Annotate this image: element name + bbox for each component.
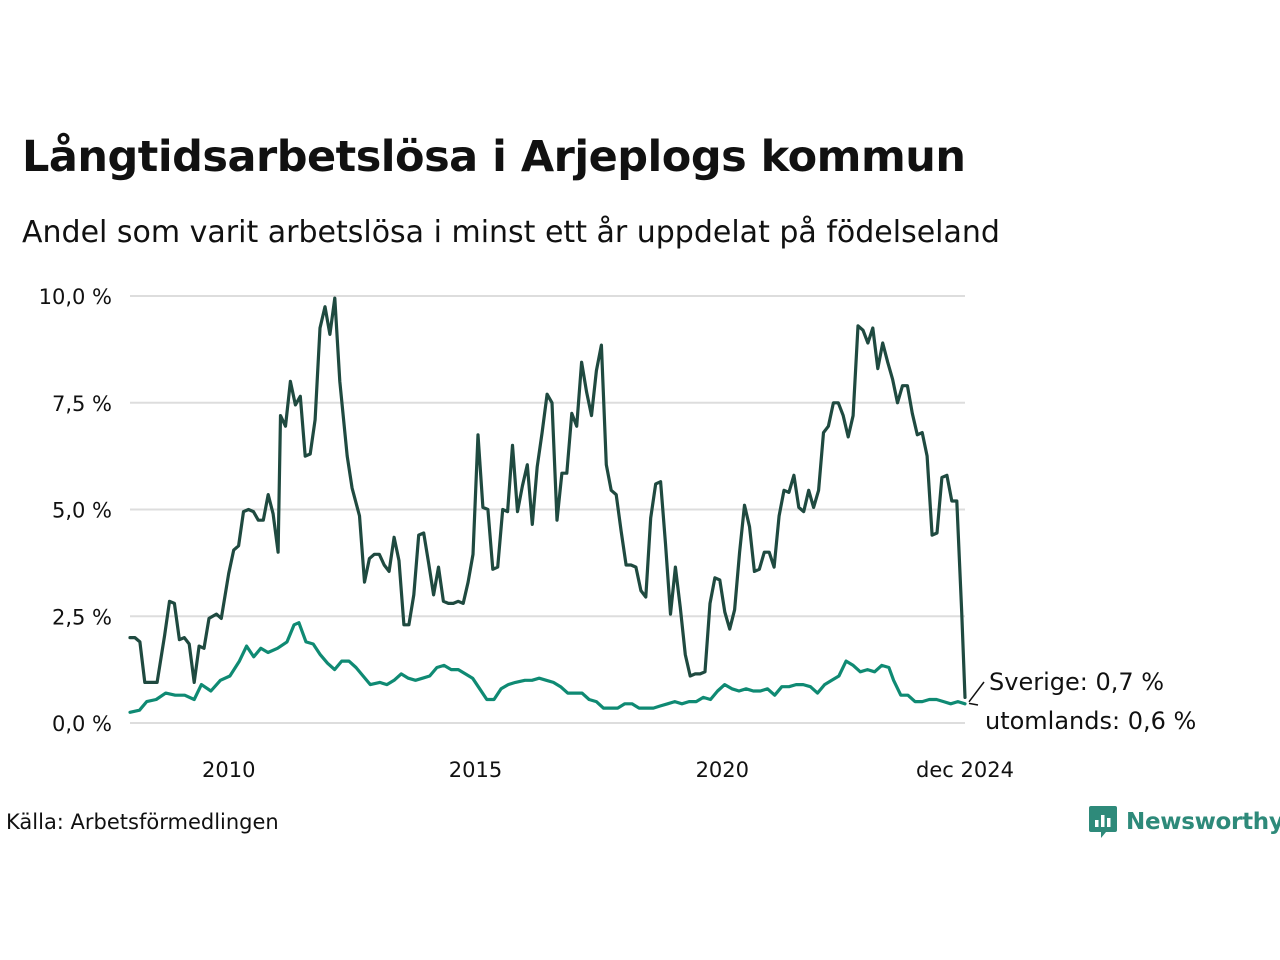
y-tick-label: 2,5 % — [52, 605, 112, 629]
series-line-utomlands — [128, 296, 967, 700]
y-tick-label: 7,5 % — [52, 392, 112, 416]
x-tick-label: 2010 — [202, 758, 255, 782]
chart-title: Långtidsarbetslösa i Arjeplogs kommun — [22, 132, 966, 182]
newsworthy-icon — [1089, 806, 1117, 838]
x-tick-label: 2020 — [696, 758, 749, 782]
y-tick-label: 5,0 % — [52, 499, 112, 523]
leader-line-sverige — [968, 681, 985, 703]
brand-logo: Newsworthy — [1088, 804, 1280, 840]
x-tick-label: 2015 — [449, 758, 502, 782]
source-note: Källa: Arbetsförmedlingen — [6, 810, 279, 834]
chart-subtitle: Andel som varit arbetslösa i minst ett å… — [22, 215, 1000, 250]
end-label-utomlands: utomlands: 0,6 % — [985, 707, 1196, 735]
leader-line-utomlands — [968, 702, 979, 706]
end-labels: Sverige: 0,7 % utomlands: 0,6 % — [968, 668, 1196, 735]
y-tick-label: 0,0 % — [52, 712, 112, 736]
end-label-sverige: Sverige: 0,7 % — [989, 668, 1164, 696]
x-axis: 2010 2015 2020 dec 2024 — [202, 758, 1014, 782]
gridlines — [130, 295, 965, 724]
y-tick-label: 10,0 % — [39, 285, 112, 309]
brand-name: Newsworthy — [1126, 809, 1280, 835]
x-tick-label: dec 2024 — [916, 758, 1014, 782]
series-lines — [128, 296, 967, 714]
series-line-sverige — [128, 621, 967, 714]
y-axis: 0,0 % 2,5 % 5,0 % 7,5 % 10,0 % — [39, 285, 112, 736]
